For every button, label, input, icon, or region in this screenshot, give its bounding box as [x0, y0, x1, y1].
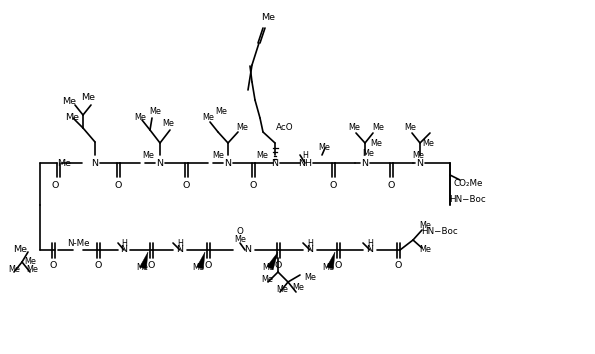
Text: Me: Me: [65, 114, 79, 122]
Text: Me: Me: [261, 275, 273, 285]
Text: HN−Boc: HN−Boc: [422, 228, 458, 236]
Text: Me: Me: [412, 150, 424, 160]
Text: HN−Boc: HN−Boc: [450, 195, 486, 205]
Text: N: N: [224, 159, 231, 167]
Text: Me: Me: [134, 114, 146, 122]
Text: N: N: [416, 159, 424, 167]
Polygon shape: [140, 252, 148, 269]
Text: H: H: [367, 239, 373, 247]
Text: H: H: [307, 239, 313, 247]
Text: O: O: [274, 261, 281, 269]
Text: CO₂Me: CO₂Me: [453, 178, 483, 188]
Text: O: O: [182, 181, 190, 189]
Text: N: N: [156, 159, 164, 167]
Text: O: O: [148, 261, 155, 269]
Text: O: O: [114, 181, 122, 189]
Text: Me: Me: [370, 138, 382, 148]
Text: Me: Me: [276, 285, 288, 295]
Text: Me: Me: [261, 13, 275, 23]
Text: H: H: [177, 239, 183, 247]
Text: N: N: [121, 246, 127, 255]
Text: Me: Me: [215, 108, 227, 116]
Text: O: O: [237, 227, 243, 235]
Text: N: N: [92, 159, 99, 167]
Text: Me: Me: [348, 124, 360, 132]
Text: Me: Me: [262, 263, 274, 273]
Text: Me: Me: [292, 284, 304, 292]
Text: N: N: [362, 159, 368, 167]
Text: Me: Me: [404, 124, 416, 132]
Text: Me: Me: [62, 97, 76, 107]
Text: O: O: [51, 181, 59, 189]
Text: N: N: [245, 246, 252, 255]
Polygon shape: [267, 252, 278, 269]
Text: Me: Me: [136, 263, 148, 273]
Text: Me: Me: [142, 150, 154, 160]
Text: N: N: [306, 246, 314, 255]
Text: Me: Me: [318, 143, 330, 153]
Text: Me: Me: [162, 120, 174, 129]
Text: N: N: [271, 159, 278, 167]
Polygon shape: [197, 252, 205, 269]
Text: Me: Me: [419, 221, 431, 229]
Text: Me: Me: [202, 114, 214, 122]
Text: Me: Me: [13, 246, 27, 255]
Text: Me: Me: [419, 246, 431, 255]
Polygon shape: [327, 252, 335, 269]
Text: Me: Me: [422, 138, 434, 148]
Text: Me: Me: [362, 148, 374, 158]
Text: Me: Me: [256, 150, 268, 160]
Text: O: O: [95, 261, 102, 269]
Text: N-Me: N-Me: [67, 239, 89, 247]
Text: O: O: [329, 181, 337, 189]
Text: Me: Me: [8, 266, 20, 274]
Text: H: H: [302, 150, 308, 160]
Text: Me: Me: [81, 93, 95, 103]
Text: Me: Me: [26, 266, 38, 274]
Text: Me: Me: [212, 150, 224, 160]
Text: Me: Me: [236, 124, 248, 132]
Text: Me: Me: [24, 257, 36, 267]
Text: O: O: [387, 181, 394, 189]
Text: Me: Me: [304, 274, 316, 282]
Text: AcO: AcO: [276, 124, 294, 132]
Text: NH: NH: [298, 159, 312, 167]
Text: O: O: [204, 261, 212, 269]
Text: Me: Me: [57, 159, 71, 167]
Text: Me: Me: [234, 235, 246, 245]
Text: O: O: [334, 261, 342, 269]
Text: Me: Me: [322, 263, 334, 273]
Text: H: H: [121, 239, 127, 247]
Text: N: N: [367, 246, 374, 255]
Text: O: O: [394, 261, 402, 269]
Text: O: O: [249, 181, 256, 189]
Text: Me: Me: [192, 263, 204, 273]
Text: Me: Me: [149, 108, 161, 116]
Text: O: O: [49, 261, 57, 269]
Text: N: N: [177, 246, 183, 255]
Text: Me: Me: [372, 124, 384, 132]
